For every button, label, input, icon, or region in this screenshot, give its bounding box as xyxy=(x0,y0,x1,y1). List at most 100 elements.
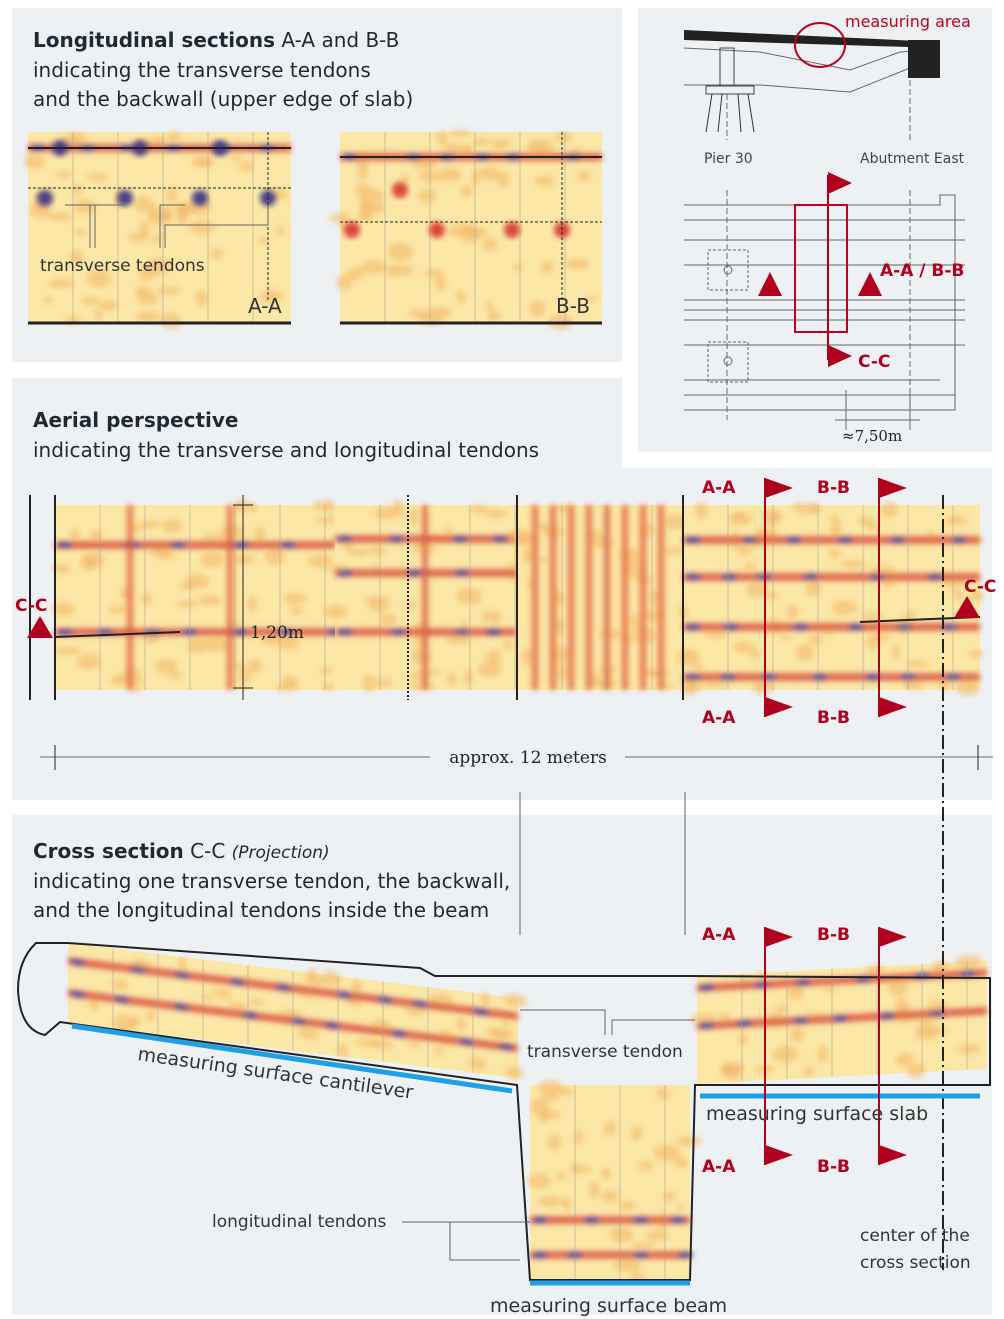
radar-feature xyxy=(82,296,100,306)
shape xyxy=(705,85,755,95)
label: Pier 30 xyxy=(704,151,753,167)
radar-feature xyxy=(376,678,393,687)
radar-feature xyxy=(231,629,248,635)
radar-feature xyxy=(588,1180,600,1199)
panel xyxy=(638,8,992,452)
label: center of the xyxy=(860,1226,970,1246)
radar-feature xyxy=(249,999,265,1006)
radar-feature xyxy=(356,213,372,221)
radar-feature xyxy=(23,131,291,330)
heading: Cross section C-C (Projection) xyxy=(33,839,330,863)
radar-feature xyxy=(133,686,142,693)
radar-feature xyxy=(195,290,208,307)
radar-feature xyxy=(566,1252,583,1258)
radar-feature xyxy=(447,223,474,238)
label: B-B xyxy=(556,294,590,318)
radar-feature xyxy=(404,601,418,610)
radar-feature xyxy=(412,541,425,554)
label: B-B xyxy=(817,708,850,728)
shape xyxy=(794,22,846,68)
radar-feature xyxy=(677,652,700,667)
radar-feature xyxy=(200,994,214,1002)
radar-feature xyxy=(472,138,491,146)
radar-feature xyxy=(816,1045,829,1063)
radar-feature xyxy=(324,1022,341,1029)
radar-feature xyxy=(358,195,369,204)
radar-feature xyxy=(688,954,987,1084)
radar-feature xyxy=(702,681,728,688)
radar-feature xyxy=(501,1019,510,1027)
radar-feature xyxy=(677,1252,694,1258)
radar-feature xyxy=(227,1001,248,1011)
radar-feature xyxy=(189,220,216,235)
radar-feature xyxy=(390,629,407,635)
radar-feature xyxy=(534,175,555,187)
radar-feature xyxy=(472,1008,489,1015)
shape xyxy=(520,1009,606,1035)
radar-feature xyxy=(67,136,78,143)
shape xyxy=(54,631,181,638)
radar-feature xyxy=(406,570,423,576)
radar-feature xyxy=(307,554,334,569)
radar-feature xyxy=(889,537,906,543)
radar-feature xyxy=(337,536,353,542)
label: measuring surface beam xyxy=(490,1295,727,1317)
radar-feature xyxy=(653,1144,681,1162)
label: B-B xyxy=(817,925,850,945)
radar-feature xyxy=(750,648,761,660)
shape xyxy=(723,265,733,275)
radar-feature xyxy=(456,1016,467,1032)
radar-feature xyxy=(436,130,448,146)
radar-feature xyxy=(173,1003,190,1011)
shape xyxy=(707,341,749,383)
radar-feature xyxy=(792,1017,809,1024)
radar-feature xyxy=(37,190,53,206)
radar-feature xyxy=(895,997,909,1015)
radar-feature xyxy=(119,590,130,599)
radar-feature xyxy=(914,1023,940,1041)
shape xyxy=(159,204,185,248)
radar-feature xyxy=(447,671,458,686)
shape xyxy=(89,204,125,248)
radar-feature xyxy=(496,170,510,189)
radar-feature xyxy=(127,232,149,242)
radar-feature xyxy=(342,539,354,553)
radar-feature xyxy=(637,1160,654,1171)
radar-feature xyxy=(664,514,688,530)
radar-feature xyxy=(233,542,250,548)
radar-feature xyxy=(472,168,481,187)
radar-feature xyxy=(291,1018,308,1025)
shape xyxy=(164,205,269,248)
radar-feature xyxy=(968,650,984,658)
radar-feature xyxy=(617,547,642,564)
radar-feature xyxy=(201,534,227,544)
radar-feature xyxy=(526,1079,703,1284)
shape xyxy=(402,1221,520,1261)
radar-feature xyxy=(873,632,890,642)
radar-feature xyxy=(503,993,528,1007)
radar-feature xyxy=(57,629,73,635)
radar-feature xyxy=(557,1171,566,1180)
radar-feature xyxy=(142,592,152,607)
radar-feature xyxy=(166,131,182,142)
radar-feature xyxy=(477,661,502,678)
label: A-A xyxy=(248,294,282,318)
radar-feature xyxy=(929,1010,946,1017)
radar-feature xyxy=(231,554,256,565)
radar-feature xyxy=(449,129,471,137)
radar-feature xyxy=(880,502,899,518)
radar-feature xyxy=(761,674,778,680)
radar-feature xyxy=(507,504,688,690)
radar-feature xyxy=(185,573,210,590)
shape xyxy=(858,272,882,296)
text: indicating the transverse tendons xyxy=(33,58,371,82)
radar-feature xyxy=(728,511,753,526)
radar-feature xyxy=(498,1043,515,1050)
radar-feature xyxy=(662,1191,676,1202)
radar-feature xyxy=(526,1079,703,1284)
radar-feature xyxy=(697,960,987,1084)
radar-feature xyxy=(443,527,453,536)
radar-feature xyxy=(487,1028,512,1040)
radar-feature xyxy=(685,674,701,680)
radar-feature xyxy=(391,500,405,517)
